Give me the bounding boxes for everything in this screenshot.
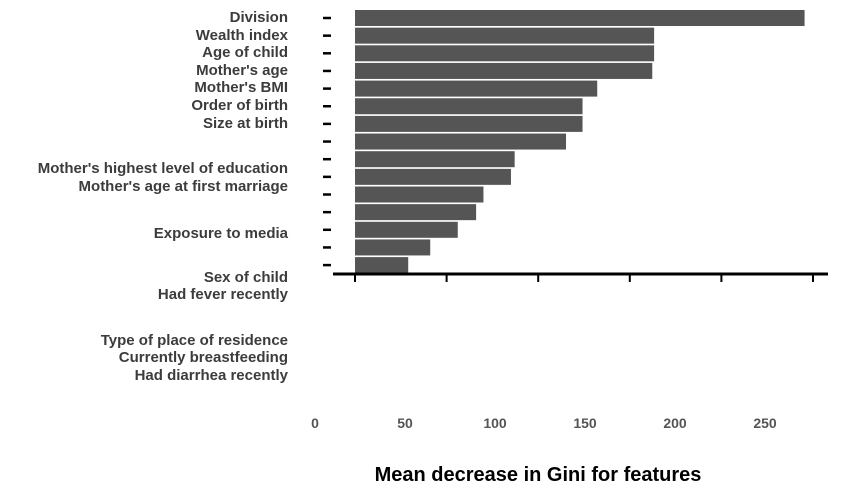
- feature-label: Size at birth: [202, 115, 288, 132]
- feature-label: Type of place of residence: [100, 332, 288, 349]
- feature-label: Mother's BMI: [194, 79, 288, 96]
- x-tick-label: 100: [483, 415, 507, 431]
- feature-label: Division: [229, 9, 288, 26]
- x-tick-label: 150: [573, 415, 597, 431]
- bar: [355, 239, 431, 256]
- bar: [355, 10, 805, 26]
- feature-label: Wealth index: [195, 27, 288, 44]
- feature-label: Had diarrhea recently: [134, 367, 288, 384]
- feature-label: Mother's age at first marriage: [78, 178, 288, 195]
- bar: [355, 168, 511, 185]
- feature-label: Currently breastfeeding: [118, 349, 288, 366]
- bar: [355, 204, 477, 221]
- feature-label: Mother's age: [196, 62, 288, 79]
- bar: [355, 27, 655, 44]
- x-tick-label: 0: [311, 415, 319, 431]
- bar: [355, 62, 653, 79]
- bar: [355, 115, 583, 132]
- feature-label: Mother's highest level of education: [37, 160, 288, 177]
- feature-label: Age of child: [202, 44, 288, 61]
- bar: [355, 257, 409, 274]
- feature-label: Exposure to media: [153, 225, 288, 242]
- x-axis-title: Mean decrease in Gini for features: [374, 464, 702, 486]
- bar: [355, 133, 567, 150]
- x-axis-ticks: [354, 274, 814, 282]
- x-tick-label: 200: [663, 415, 687, 431]
- bar: [355, 80, 598, 97]
- bar: [355, 45, 655, 62]
- feature-label: Order of birth: [191, 97, 288, 114]
- feature-label: Had fever recently: [157, 286, 288, 303]
- feature-label: Sex of child: [203, 269, 288, 286]
- x-tick-label: 250: [753, 415, 777, 431]
- bar: [355, 98, 583, 115]
- bar: [355, 221, 458, 238]
- category-tick-marks: [323, 16, 331, 267]
- x-tick-label: 50: [397, 415, 413, 431]
- bar: [355, 151, 515, 168]
- bar: [355, 186, 484, 203]
- bars: [355, 10, 805, 274]
